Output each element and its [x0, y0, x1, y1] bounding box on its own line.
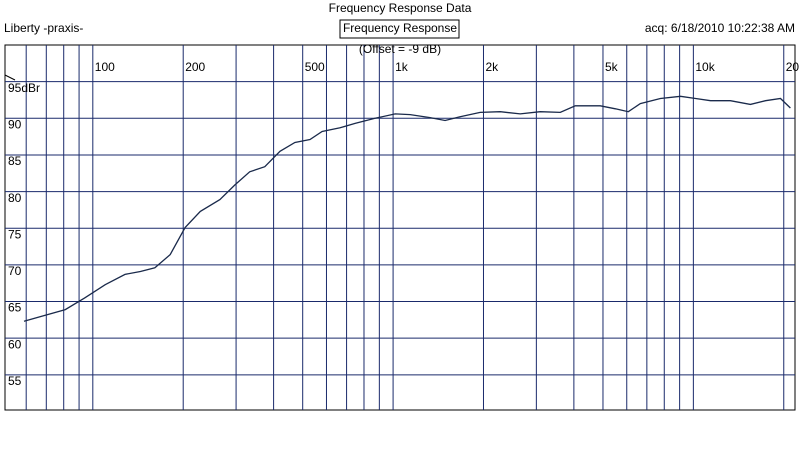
x-tick-label: 1k — [395, 60, 409, 74]
y-tick-label: 55 — [8, 374, 22, 388]
subtitle-box — [339, 19, 460, 39]
acquired-label: acq: 6/18/2010 10:22:38 AM — [645, 21, 795, 35]
chart-subtitle: Frequency Response — [343, 21, 457, 35]
x-tick-label: 20 — [786, 60, 800, 74]
response-line — [23, 95, 791, 322]
source-label: Liberty -praxis- — [4, 21, 83, 35]
plot-frame — [4, 44, 796, 411]
x-tick-label: 2k — [485, 60, 499, 74]
y-tick-label: 65 — [8, 301, 22, 315]
x-tick-label: 500 — [305, 60, 325, 74]
y-tick-label: 90 — [8, 117, 22, 131]
y-tick-label: 80 — [8, 191, 22, 205]
x-tick-label: 100 — [95, 60, 115, 74]
x-tick-label: 10k — [695, 60, 715, 74]
chart-title: Frequency Response Data — [329, 1, 472, 15]
x-tick-label: 5k — [605, 60, 619, 74]
reference-marker — [4, 74, 16, 81]
y-tick-label: 85 — [8, 154, 22, 168]
y-tick-label: 95dBr — [8, 81, 40, 95]
y-tick-label: 60 — [8, 337, 22, 351]
y-tick-label: 75 — [8, 227, 22, 241]
y-tick-label: 70 — [8, 264, 22, 278]
annotation: (Offset = -9 dB) — [359, 42, 441, 56]
x-tick-label: 200 — [185, 60, 205, 74]
